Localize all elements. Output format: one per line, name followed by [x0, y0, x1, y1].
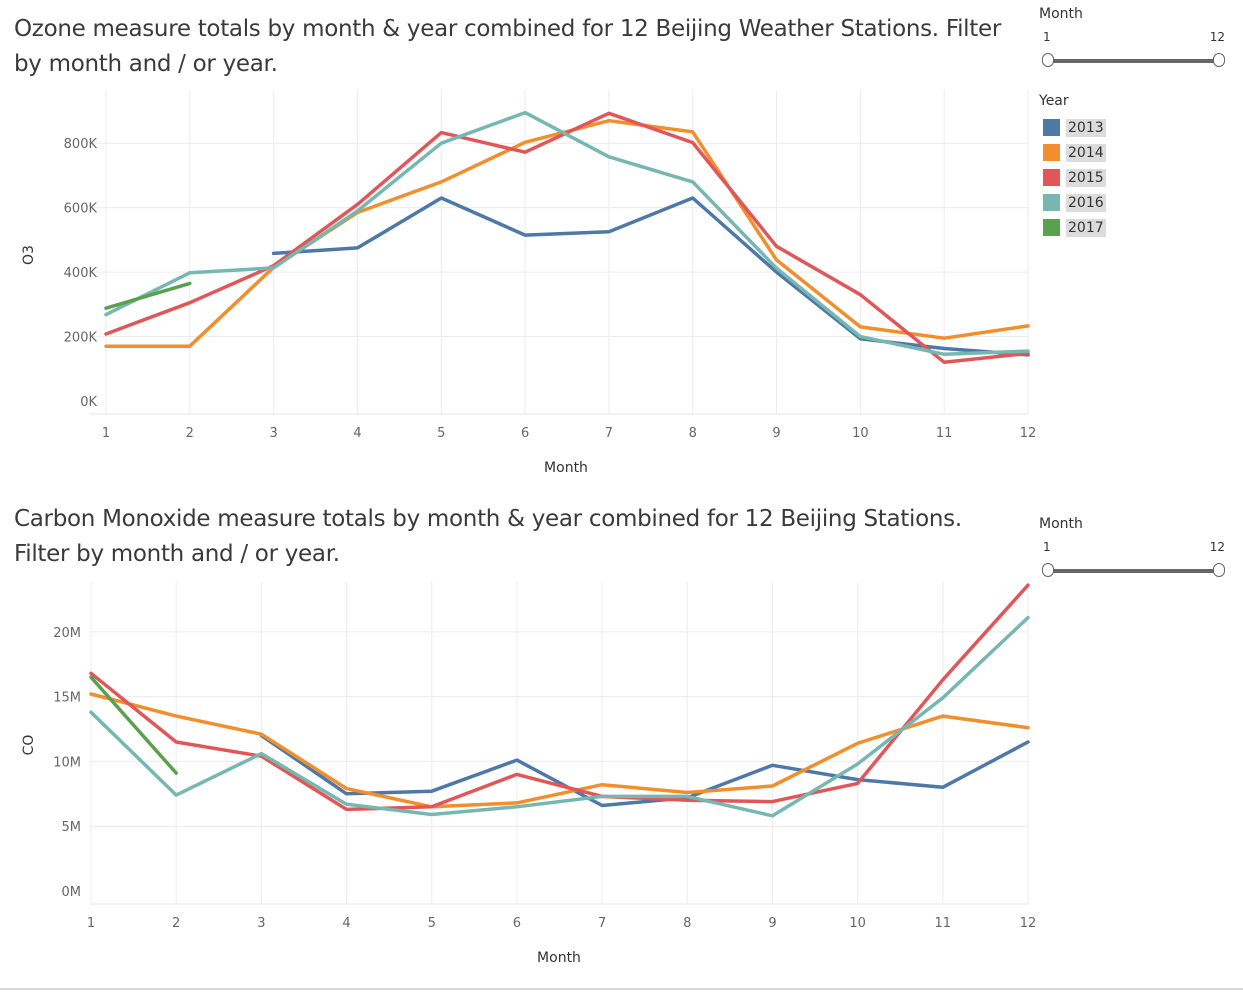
x-tick-label: 3 — [257, 916, 265, 931]
month-filter-title: Month — [1039, 6, 1083, 22]
series-line-2017[interactable] — [89, 675, 178, 775]
x-tick-label: 11 — [935, 916, 952, 931]
x-tick-label: 2 — [186, 426, 194, 441]
y-tick-label: 10M — [53, 755, 81, 770]
series-line-2016[interactable] — [89, 615, 1030, 818]
legend-label: 2014 — [1066, 143, 1106, 162]
x-tick-label: 12 — [1020, 916, 1037, 931]
x-tick-label: 8 — [689, 426, 697, 441]
x-tick-label: 7 — [605, 426, 613, 441]
x-tick-label: 5 — [437, 426, 445, 441]
legend-label: 2017 — [1066, 218, 1106, 237]
month-slider-track[interactable] — [1047, 569, 1219, 573]
series-line-2013[interactable] — [271, 196, 1030, 357]
x-tick-label: 9 — [772, 426, 780, 441]
x-tick-label: 5 — [428, 916, 436, 931]
legend-label: 2013 — [1066, 118, 1106, 137]
co-chart-title: Carbon Monoxide measure totals by month … — [14, 506, 962, 567]
x-tick-label: 4 — [353, 426, 361, 441]
x-tick-label: 7 — [598, 916, 606, 931]
month-filter-min-label: 1 — [1043, 540, 1051, 554]
legend-swatch — [1043, 169, 1060, 186]
month-filter-top: Month 1 12 — [1039, 6, 1229, 76]
y-tick-label: 400K — [64, 266, 98, 281]
month-slider-max-handle[interactable] — [1213, 53, 1225, 67]
legend-label: 2016 — [1066, 193, 1106, 212]
x-tick-label: 12 — [1020, 426, 1037, 441]
month-slider-track[interactable] — [1047, 59, 1219, 63]
x-tick-label: 8 — [683, 916, 691, 931]
x-tick-label: 4 — [342, 916, 350, 931]
x-tick-label: 10 — [849, 916, 866, 931]
month-slider-min-handle[interactable] — [1042, 53, 1054, 67]
legend-swatch — [1043, 119, 1060, 136]
y-tick-label: 0K — [80, 395, 97, 410]
x-tick-label: 2 — [172, 916, 180, 931]
y-axis-title: O3 — [21, 245, 37, 265]
month-filter-max-label: 12 — [1209, 540, 1225, 554]
legend-swatch — [1043, 219, 1060, 236]
month-slider-max-handle[interactable] — [1213, 563, 1225, 577]
x-tick-label: 6 — [521, 426, 529, 441]
series-line-2013[interactable] — [259, 733, 1030, 808]
legend-swatch — [1043, 144, 1060, 161]
y-tick-label: 20M — [53, 626, 81, 641]
month-filter-title: Month — [1039, 516, 1083, 532]
y-tick-label: 15M — [53, 691, 81, 706]
legend-title: Year — [1039, 93, 1069, 109]
y-tick-label: 200K — [64, 331, 98, 346]
y-tick-label: 800K — [64, 137, 98, 152]
y-tick-label: 600K — [64, 202, 98, 217]
o3-chart-title: Ozone measure totals by month & year com… — [14, 16, 1001, 77]
legend-item-2015[interactable]: 2015 — [1043, 165, 1229, 190]
y-tick-label: 0M — [62, 885, 82, 900]
x-tick-label: 3 — [269, 426, 277, 441]
legend-item-2014[interactable]: 2014 — [1043, 140, 1229, 165]
month-filter-max-label: 12 — [1209, 30, 1225, 44]
series-line-2014[interactable] — [89, 692, 1030, 809]
legend-swatch — [1043, 194, 1060, 211]
month-filter-bottom: Month 1 12 — [1039, 516, 1229, 586]
x-tick-label: 1 — [102, 426, 110, 441]
legend-label: 2015 — [1066, 168, 1106, 187]
x-tick-label: 10 — [852, 426, 869, 441]
legend-item-2017[interactable]: 2017 — [1043, 215, 1229, 240]
series-line-2016[interactable] — [104, 110, 1030, 357]
y-tick-label: 5M — [62, 820, 82, 835]
x-tick-label: 6 — [513, 916, 521, 931]
month-slider-min-handle[interactable] — [1042, 563, 1054, 577]
month-filter-min-label: 1 — [1043, 30, 1051, 44]
series-line-2017[interactable] — [104, 281, 192, 310]
x-axis-title: Month — [537, 950, 581, 966]
bottom-divider — [0, 988, 1243, 990]
x-tick-label: 11 — [936, 426, 953, 441]
legend-item-2016[interactable]: 2016 — [1043, 190, 1229, 215]
x-tick-label: 1 — [87, 916, 95, 931]
series-line-2015[interactable] — [89, 583, 1030, 812]
x-axis-title: Month — [544, 460, 588, 476]
year-legend: Year 2013 2014 2015 2016 2017 — [1039, 93, 1229, 240]
legend-item-2013[interactable]: 2013 — [1043, 115, 1229, 140]
y-axis-title: CO — [21, 735, 37, 756]
x-tick-label: 9 — [768, 916, 776, 931]
